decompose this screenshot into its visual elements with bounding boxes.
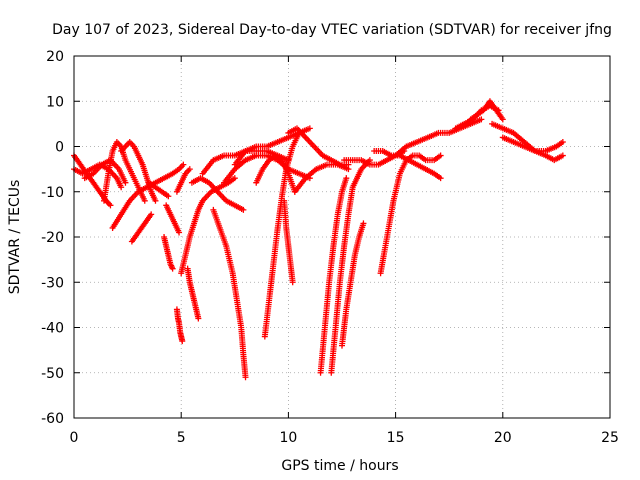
series-arc-07 bbox=[128, 211, 155, 245]
series-arc-19 bbox=[231, 125, 313, 168]
data-point bbox=[437, 175, 444, 182]
series-arc-35 bbox=[499, 134, 566, 155]
x-tick-label: 15 bbox=[387, 430, 405, 446]
data-point bbox=[437, 152, 444, 159]
series-arc-23 bbox=[285, 125, 352, 168]
data-point bbox=[176, 229, 183, 236]
series-arc-22 bbox=[281, 197, 296, 286]
series-arc-24 bbox=[291, 161, 352, 195]
series-arc-08 bbox=[146, 179, 172, 200]
data-point bbox=[107, 202, 114, 209]
data-point bbox=[559, 152, 566, 159]
data-point bbox=[180, 161, 187, 168]
data-point bbox=[343, 175, 350, 182]
data-point bbox=[152, 197, 159, 204]
series-arc-11 bbox=[173, 306, 186, 345]
x-tick-label: 5 bbox=[177, 430, 186, 446]
data-point bbox=[289, 279, 296, 286]
data-point bbox=[179, 338, 186, 345]
data-marks bbox=[71, 98, 566, 381]
series-arc-30 bbox=[377, 152, 444, 277]
y-tick-label: -40 bbox=[41, 321, 64, 337]
x-tick-label: 25 bbox=[601, 430, 619, 446]
data-point bbox=[240, 206, 247, 213]
data-point bbox=[499, 116, 506, 123]
x-axis-label: GPS time / hours bbox=[281, 458, 398, 474]
y-tick-label: -20 bbox=[41, 230, 64, 246]
series-arc-03 bbox=[81, 157, 129, 186]
series-arc-21 bbox=[261, 129, 303, 340]
series-arc-17 bbox=[210, 206, 249, 381]
y-tick-label: -30 bbox=[41, 275, 64, 291]
series-arc-12 bbox=[173, 166, 193, 195]
series-arc-05 bbox=[109, 161, 187, 231]
chart-title: Day 107 of 2023, Sidereal Day-to-day VTE… bbox=[52, 22, 612, 38]
y-tick-label: -50 bbox=[41, 366, 64, 382]
y-tick-label: -60 bbox=[41, 411, 64, 427]
series-arc-27 bbox=[339, 220, 367, 349]
data-point bbox=[242, 374, 249, 381]
series-arc-10 bbox=[161, 234, 176, 272]
data-point bbox=[118, 184, 125, 191]
series-arc-33 bbox=[467, 98, 506, 123]
data-point bbox=[195, 315, 202, 322]
series-arc-04 bbox=[101, 138, 148, 204]
axis-ticks bbox=[73, 55, 611, 419]
series-arc-14 bbox=[184, 265, 202, 322]
y-tick-label: 0 bbox=[55, 140, 64, 156]
data-point bbox=[478, 116, 485, 123]
data-point bbox=[165, 193, 172, 200]
x-tick-labels: 0 5 10 15 20 25 bbox=[70, 430, 619, 446]
data-point bbox=[559, 138, 566, 145]
y-axis-label: SDTVAR / TECUs bbox=[7, 180, 23, 295]
x-tick-label: 20 bbox=[494, 430, 512, 446]
series-arc-15 bbox=[188, 175, 247, 213]
data-point bbox=[306, 125, 313, 132]
series-arc-26 bbox=[328, 157, 373, 376]
x-tick-label: 0 bbox=[70, 430, 79, 446]
grid bbox=[74, 56, 610, 418]
series-arc-13 bbox=[178, 175, 238, 277]
y-tick-label: 20 bbox=[46, 49, 64, 65]
data-point bbox=[231, 175, 238, 182]
data-point bbox=[169, 265, 176, 272]
data-point bbox=[186, 166, 193, 173]
series-arc-25 bbox=[317, 175, 350, 376]
x-tick-label: 10 bbox=[279, 430, 297, 446]
y-tick-label: -10 bbox=[41, 185, 64, 201]
y-tick-labels: 20 10 0 -10 -20 -30 -40 -50 -60 bbox=[41, 49, 64, 427]
data-point bbox=[141, 197, 148, 204]
data-point bbox=[360, 220, 367, 227]
series-arc-09 bbox=[163, 202, 183, 236]
series-arc-06 bbox=[118, 138, 159, 204]
series-arc-34 bbox=[489, 120, 566, 164]
y-tick-label: 10 bbox=[46, 94, 64, 110]
data-point bbox=[148, 211, 155, 218]
data-point bbox=[122, 179, 129, 186]
data-point bbox=[345, 166, 352, 173]
